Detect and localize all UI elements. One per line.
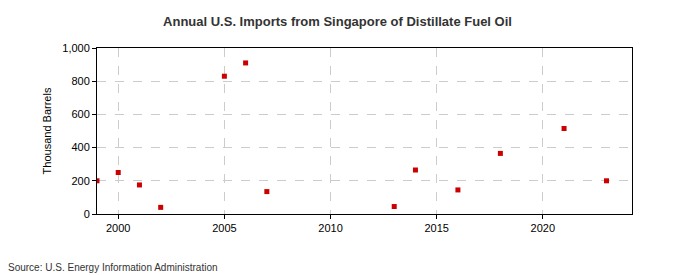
- svg-text:1,000: 1,000: [62, 42, 90, 54]
- svg-text:Source: U.S. Energy Informatio: Source: U.S. Energy Information Administ…: [8, 262, 218, 273]
- svg-text:2000: 2000: [106, 222, 130, 234]
- svg-text:0: 0: [84, 208, 90, 220]
- svg-text:600: 600: [71, 108, 89, 120]
- svg-text:2020: 2020: [531, 222, 555, 234]
- svg-text:2015: 2015: [424, 222, 448, 234]
- svg-text:800: 800: [71, 75, 89, 87]
- svg-text:400: 400: [71, 141, 89, 153]
- svg-text:200: 200: [71, 175, 89, 187]
- svg-text:2005: 2005: [212, 222, 236, 234]
- svg-text:Annual U.S. Imports from Singa: Annual U.S. Imports from Singapore of Di…: [163, 14, 512, 29]
- svg-text:Thousand Barrels: Thousand Barrels: [41, 87, 53, 174]
- svg-text:2010: 2010: [318, 222, 342, 234]
